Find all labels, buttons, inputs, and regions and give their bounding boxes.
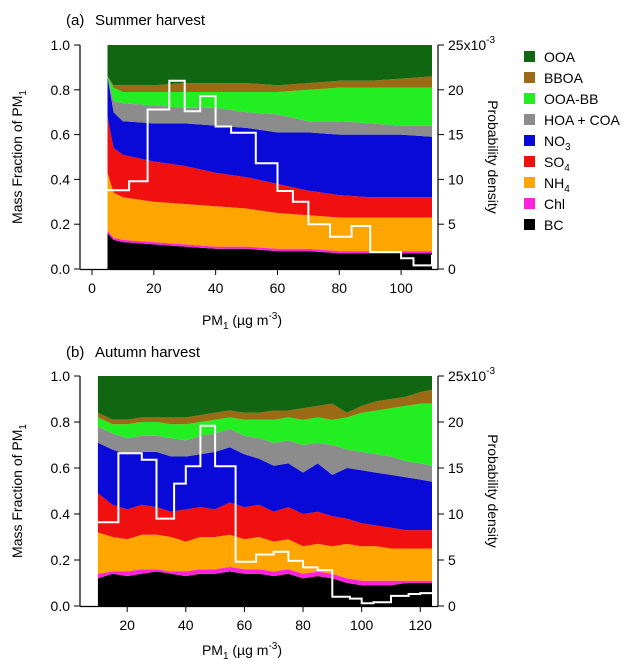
x-tick-label: 80	[295, 617, 311, 633]
legend-label-bc: BC	[544, 217, 563, 233]
area-chl	[107, 230, 432, 254]
legend-swatch-nh4	[524, 177, 535, 188]
x-axis-label: PM1 (µg m-3)	[202, 311, 282, 332]
y-tick-label: 0.4	[51, 506, 71, 522]
y2-tick-label: 5	[448, 216, 456, 232]
panel-autumn: (b) Autumn harvest 20 40 60 80 100 1200.00.20…	[9, 344, 501, 660]
y2-tick-label: 15	[448, 460, 464, 476]
y-tick-label: 0.2	[51, 552, 71, 568]
panel-label-b: (b)	[66, 344, 84, 361]
x-tick-label: 60	[237, 617, 253, 633]
x-tick-label: 80	[331, 280, 347, 296]
area-ooa	[97, 376, 433, 420]
y-tick-label: 0.8	[51, 414, 71, 430]
legend-label-ooa: OOA	[544, 49, 576, 65]
area-hoacoa	[97, 426, 433, 482]
x-tick-label: 100	[350, 617, 374, 633]
x-tick-label: 0	[88, 280, 96, 296]
legend-swatch-bc	[524, 219, 535, 230]
axes: 0 20 40 60 80 100 0.0 0.2 0.4 0.6 0.8 1.0 0 5 10 15 20	[51, 37, 464, 296]
y2-tick-label: 10	[448, 506, 464, 522]
area-ooabb	[107, 76, 432, 126]
x-tick-label: 100	[389, 280, 413, 296]
legend-swatch-bboa	[524, 72, 535, 83]
y2-tick-label: 20	[448, 414, 464, 430]
area-nh4	[97, 532, 433, 581]
legend-swatch-ooa	[524, 51, 535, 62]
x-tick-label: 40	[178, 617, 194, 633]
y-tick-label: 0.0	[51, 598, 71, 614]
y2-tick-label: 5	[448, 552, 456, 568]
y2-tick-label: 10	[448, 171, 464, 187]
axes: 20 40 60 80 100 120 0.0 0.2 0.4 0.6 0.8 1.0 0 5 10 15 20	[51, 368, 464, 633]
y2-tick-label: 0	[448, 598, 456, 614]
legend-label-so4: SO4	[544, 154, 570, 174]
panel-label-a: (a)	[66, 12, 84, 29]
x-tick-label: 20	[146, 280, 162, 296]
legend-swatch-so4	[524, 156, 535, 167]
y2-tick-label: 0	[448, 261, 456, 277]
y2-axis-label: Probability density	[485, 434, 501, 548]
area-hoacoa	[107, 76, 432, 137]
y2-tick-label: 20	[448, 82, 464, 98]
legend-label-nh4: NH4	[544, 175, 570, 195]
x-tick-label: 60	[270, 280, 286, 296]
y2-scale-label: 25x10-3	[448, 35, 495, 53]
legend-label-bboa: BBOA	[544, 70, 584, 86]
area-so4	[107, 116, 432, 218]
legend-label-ooabb: OOA-BB	[544, 91, 598, 107]
area-ooabb	[97, 403, 433, 466]
x-tick-label: 40	[208, 280, 224, 296]
y-tick-label: 0.0	[51, 261, 71, 277]
stacked-area-layers	[107, 45, 432, 269]
y-tick-label: 0.2	[51, 216, 71, 232]
y2-tick-label: 15	[448, 127, 464, 143]
y-tick-label: 0.4	[51, 171, 71, 187]
legend-swatch-hoacoa	[524, 114, 535, 125]
y-tick-label: 1.0	[51, 368, 71, 384]
y-tick-label: 0.6	[51, 460, 71, 476]
y-tick-label: 0.8	[51, 82, 71, 98]
area-bboa	[97, 389, 433, 425]
area-no3	[97, 442, 433, 531]
area-no3	[107, 76, 432, 198]
legend-label-no3: NO3	[544, 133, 571, 153]
area-so4	[97, 493, 433, 549]
probability-histogram	[107, 79, 433, 267]
legend-swatch-ooabb	[524, 93, 535, 104]
area-ooa	[107, 45, 432, 86]
y-axis-label: Mass Fraction of PM1	[9, 424, 29, 558]
area-bboa	[107, 76, 432, 92]
panel-summer: (a) Summer harvest 0 20 40 60 80 1000.00.20.4…	[9, 12, 501, 332]
panel-title-summer: Summer harvest	[95, 12, 206, 29]
legend-label-hoacoa: HOA + COA	[544, 112, 621, 128]
x-axis-label: PM1 (µg m-3)	[202, 641, 282, 660]
legend-swatch-no3	[524, 135, 535, 146]
y-axis-label: Mass Fraction of PM1	[9, 90, 29, 224]
y2-axis-label: Probability density	[485, 100, 501, 214]
area-bc	[107, 233, 432, 269]
legend-swatch-chl	[524, 198, 535, 209]
legend-label-chl: Chl	[544, 196, 565, 212]
x-tick-label: 20	[119, 617, 135, 633]
x-tick-label: 120	[409, 617, 433, 633]
panel-title-autumn: Autumn harvest	[95, 344, 201, 361]
probability-histogram	[97, 424, 432, 605]
y-tick-label: 1.0	[51, 37, 71, 53]
y2-scale-label: 25x10-3	[448, 366, 495, 384]
y-tick-label: 0.6	[51, 127, 71, 143]
stacked-area-layers	[97, 376, 433, 606]
